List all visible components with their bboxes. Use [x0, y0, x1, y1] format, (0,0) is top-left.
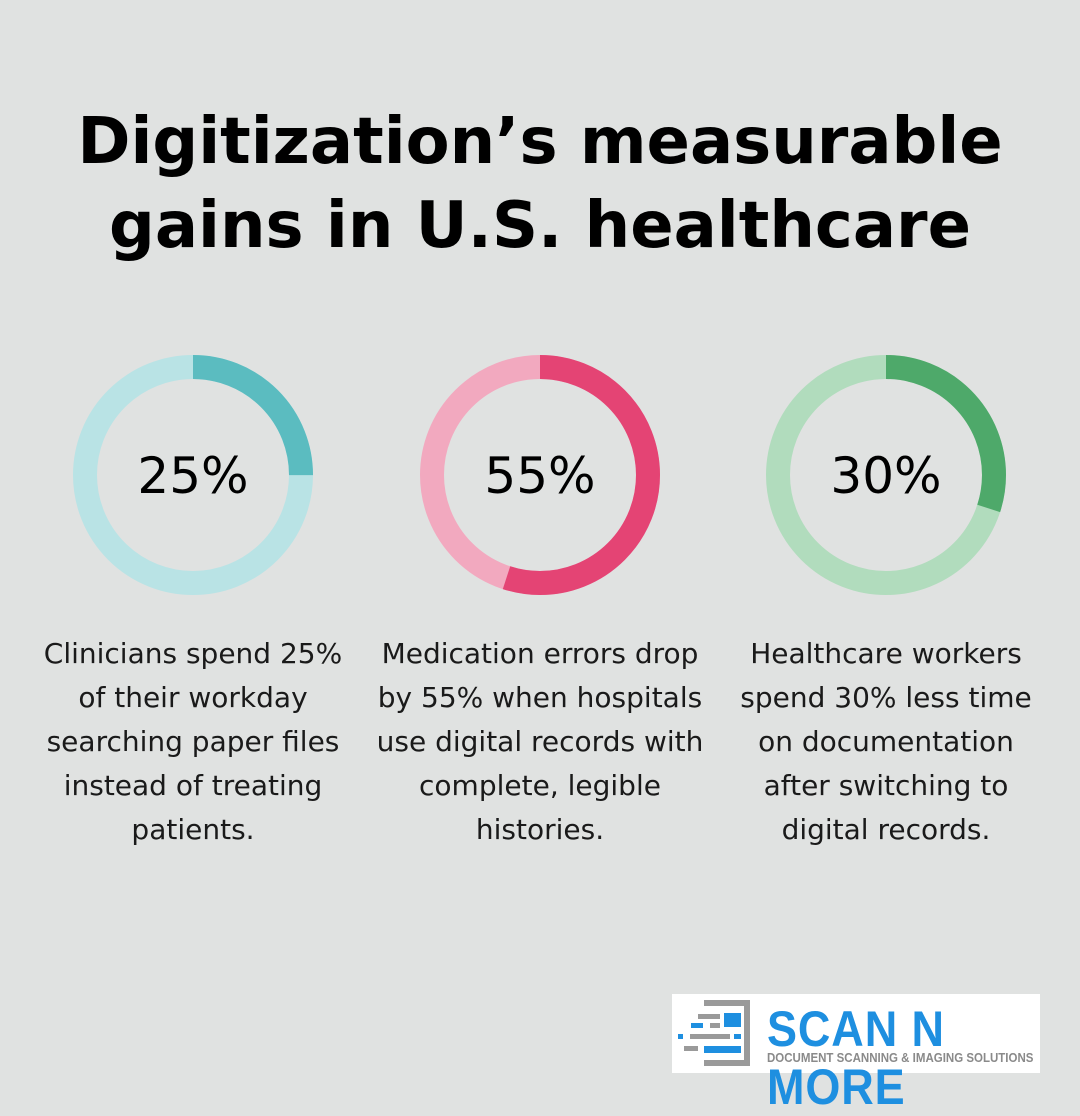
stat-description: Clinicians spend 25% of their workday se…: [43, 637, 343, 846]
donut-value-arc: [766, 355, 1006, 595]
stat-card: 25% Clinicians spend 25% of their workday…: [28, 350, 358, 852]
stat-description: Medication errors drop by 55% when hospi…: [376, 637, 704, 846]
scanner-icon: [678, 1000, 750, 1066]
donut-chart: 30%: [766, 355, 1006, 595]
percent-label: 55%: [484, 447, 595, 505]
donut-value-arc: [73, 355, 313, 595]
stat-card: 55% Medication errors drop by 55% when ho…: [375, 350, 705, 852]
donut-chart: 25%: [73, 355, 313, 595]
percent-label: 30%: [830, 447, 941, 505]
donut-value-arc: [420, 355, 660, 595]
logo-name: SCAN N MORE: [767, 1001, 945, 1115]
page-title: Digitization’s measurable gains in U.S. …: [77, 105, 1003, 263]
percent-label: 25%: [137, 447, 248, 505]
stat-description: Healthcare workers spend 30% less time o…: [740, 637, 1032, 846]
logo-tagline: DOCUMENT SCANNING & IMAGING SOLUTIONS: [767, 1051, 1034, 1065]
donut-chart: 55%: [420, 355, 660, 595]
stat-card: 30% Healthcare workers spend 30% less tim…: [721, 350, 1051, 852]
scan-n-more-logo: SCAN N MORE DOCUMENT SCANNING & IMAGING …: [672, 994, 1040, 1115]
